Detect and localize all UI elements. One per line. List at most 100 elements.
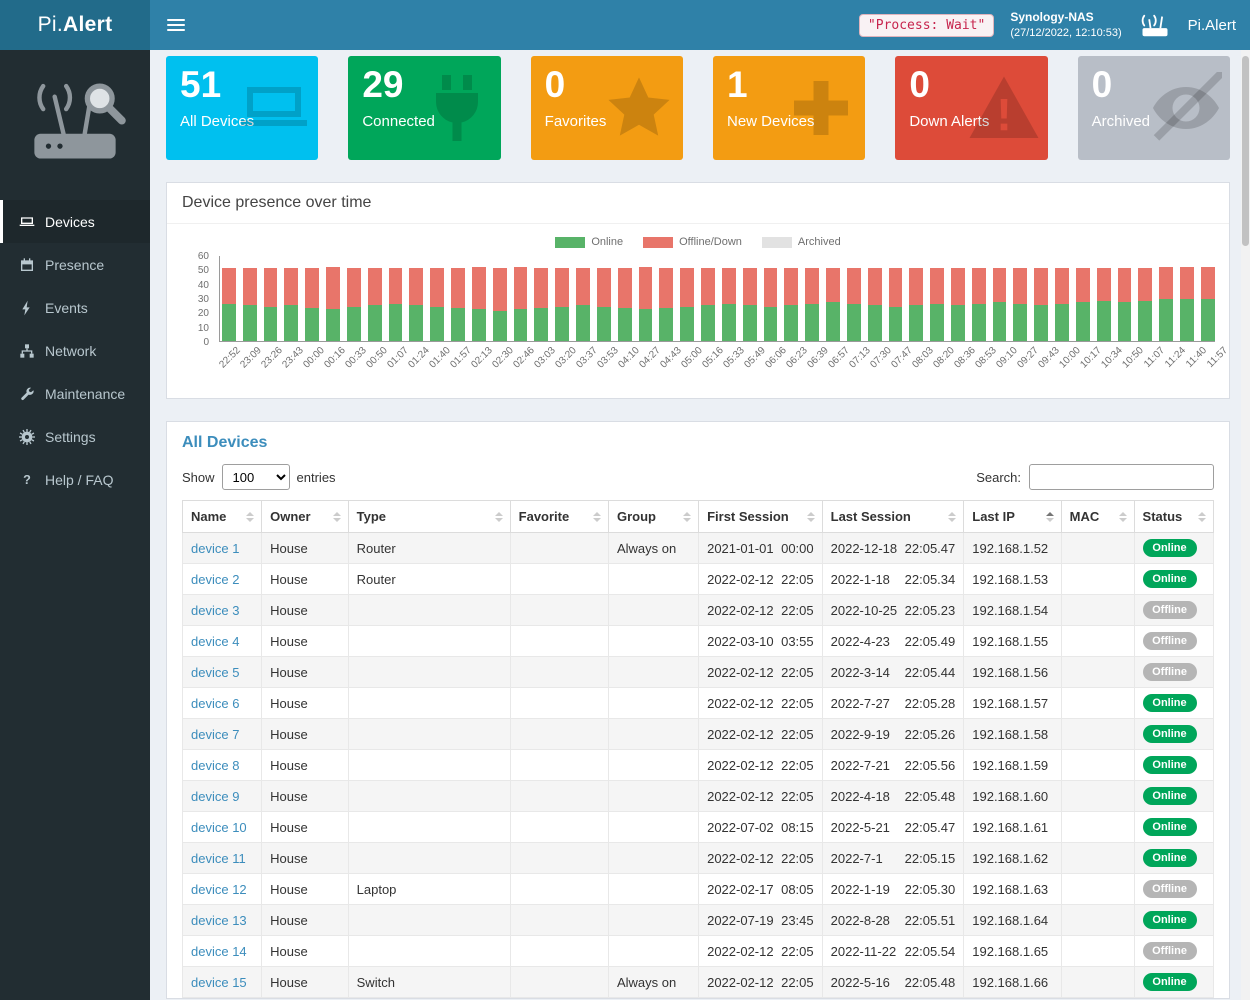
cell-favorite xyxy=(509,966,609,998)
cell-owner: House xyxy=(261,532,349,564)
column-header-last-session[interactable]: Last Session xyxy=(821,500,965,533)
status-badge: Online xyxy=(1142,973,1197,991)
cell-mac xyxy=(1060,873,1135,905)
cell-last-ip: 192.168.1.58 xyxy=(963,718,1062,750)
cell-name: device 15 xyxy=(181,966,263,998)
column-header-owner[interactable]: Owner xyxy=(261,500,349,533)
sort-icon xyxy=(246,511,255,522)
sidebar-toggle-button[interactable] xyxy=(150,0,202,50)
top-navbar: Pi. Alert "Process: Wait" Synology-NAS (2… xyxy=(0,0,1250,50)
device-name-link[interactable]: device 1 xyxy=(191,540,240,556)
device-name-link[interactable]: device 6 xyxy=(191,695,240,711)
cell-owner: House xyxy=(261,749,349,781)
presence-bar xyxy=(701,268,715,341)
column-header-favorite[interactable]: Favorite xyxy=(509,500,609,533)
app-logo[interactable]: Pi. Alert xyxy=(0,0,150,50)
cell-status: Online xyxy=(1133,563,1215,595)
search-input[interactable] xyxy=(1029,464,1214,490)
column-header-type[interactable]: Type xyxy=(347,500,511,533)
stat-card-connected[interactable]: 29 Connected xyxy=(348,56,501,160)
sort-icon xyxy=(592,511,601,522)
device-name-link[interactable]: device 8 xyxy=(191,757,240,773)
presence-bar xyxy=(534,268,549,341)
sidebar-item-maintenance[interactable]: Maintenance xyxy=(0,372,150,415)
cell-type: Laptop xyxy=(347,873,511,905)
presence-bar xyxy=(1034,268,1049,341)
sidebar-item-network[interactable]: Network xyxy=(0,329,150,372)
column-header-name[interactable]: Name xyxy=(181,500,263,533)
sidebar-item-events[interactable]: Events xyxy=(0,286,150,329)
status-badge: Offline xyxy=(1142,601,1197,619)
page-length-select[interactable]: 100 xyxy=(221,464,290,490)
stat-card-down-alerts[interactable]: 0 Down Alerts xyxy=(895,56,1048,160)
device-name-link[interactable]: device 15 xyxy=(191,974,247,990)
device-name-link[interactable]: device 7 xyxy=(191,726,240,742)
devices-table: Name Owner Type Favorite Group First Session L… xyxy=(181,500,1215,998)
stat-card-favorites[interactable]: 0 Favorites xyxy=(530,56,683,160)
legend-swatch xyxy=(555,236,586,248)
scrollbar[interactable] xyxy=(1241,50,1250,1000)
column-header-label: Last Session xyxy=(830,509,911,524)
cell-owner: House xyxy=(261,563,349,595)
sort-icon xyxy=(332,511,341,522)
settings-icon xyxy=(18,428,35,445)
chart-x-axis: 22:52 23:09 23:26 23:43 00:00 00:16 00:33 00:50… xyxy=(217,345,1230,371)
cell-last-session: 2022-8-28 22:05.51 xyxy=(821,904,965,936)
device-name-link[interactable]: device 11 xyxy=(191,850,246,866)
device-name-link[interactable]: device 3 xyxy=(191,602,240,618)
sidebar-item-settings[interactable]: Settings xyxy=(0,415,150,458)
column-header-mac[interactable]: MAC xyxy=(1060,500,1135,533)
cell-type xyxy=(347,718,511,750)
device-name-link[interactable]: device 2 xyxy=(191,571,240,587)
stat-card-archived[interactable]: 0 Archived xyxy=(1077,56,1230,160)
presence-bar xyxy=(742,268,757,341)
cell-last-ip: 192.168.1.52 xyxy=(963,532,1062,564)
cell-mac xyxy=(1060,656,1135,688)
sidebar-item-label: Help / FAQ xyxy=(45,471,114,488)
cell-owner: House xyxy=(261,966,349,998)
navbar-right: "Process: Wait" Synology-NAS (27/12/2022… xyxy=(858,9,1250,41)
column-header-last-ip[interactable]: Last IP xyxy=(963,500,1062,533)
cell-group xyxy=(607,780,700,812)
scrollbar-thumb[interactable] xyxy=(1242,56,1249,246)
column-header-first-session[interactable]: First Session xyxy=(698,500,823,533)
device-name-link[interactable]: device 4 xyxy=(191,633,240,649)
device-name-link[interactable]: device 9 xyxy=(191,788,240,804)
cell-first-session: 2022-02-12 22:05 xyxy=(698,563,823,595)
column-header-status[interactable]: Status xyxy=(1133,500,1215,533)
device-name-link[interactable]: device 10 xyxy=(191,819,247,835)
sidebar-item-devices[interactable]: Devices xyxy=(0,200,150,243)
presence-bar xyxy=(513,267,528,341)
device-name-link[interactable]: device 5 xyxy=(191,664,240,680)
cell-owner: House xyxy=(261,904,349,936)
cell-group xyxy=(607,656,700,688)
star-icon xyxy=(603,72,675,144)
device-name-link[interactable]: device 12 xyxy=(191,881,247,897)
cell-status: Offline xyxy=(1133,935,1215,967)
stat-card-all-devices[interactable]: 51 All Devices xyxy=(166,56,319,160)
stat-card-new-devices[interactable]: 1 New Devices xyxy=(712,56,866,160)
cell-mac xyxy=(1060,532,1135,564)
device-row: device 3 House 2022-02-12 22:05 2022-10-25 22… xyxy=(181,594,1215,626)
cell-status: Online xyxy=(1133,718,1215,750)
presence-bar xyxy=(805,268,820,341)
presence-chart: Online Offline/Down Archived 0 10 20 30 40 50 60… xyxy=(167,224,1230,398)
sidebar-item-help[interactable]: ? Help / FAQ xyxy=(0,458,150,501)
legend-label: Online xyxy=(591,236,624,248)
stat-card-label: All Devices xyxy=(180,112,255,130)
presence-bar xyxy=(451,268,465,341)
presence-bar xyxy=(388,268,403,341)
cell-mac xyxy=(1060,594,1135,626)
cell-type xyxy=(347,749,511,781)
device-name-link[interactable]: device 13 xyxy=(191,912,247,928)
cell-group xyxy=(607,935,700,967)
presence-bar xyxy=(680,268,695,341)
sidebar-item-presence[interactable]: Presence xyxy=(0,243,150,286)
presence-panel-title: Device presence over time xyxy=(167,183,1229,224)
cell-last-session: 2022-7-1 22:05.15 xyxy=(821,842,965,874)
cell-favorite xyxy=(509,811,609,843)
cell-last-ip: 192.168.1.62 xyxy=(963,842,1062,874)
column-header-group[interactable]: Group xyxy=(607,500,700,533)
device-name-link[interactable]: device 14 xyxy=(191,943,247,959)
cell-group xyxy=(607,749,700,781)
